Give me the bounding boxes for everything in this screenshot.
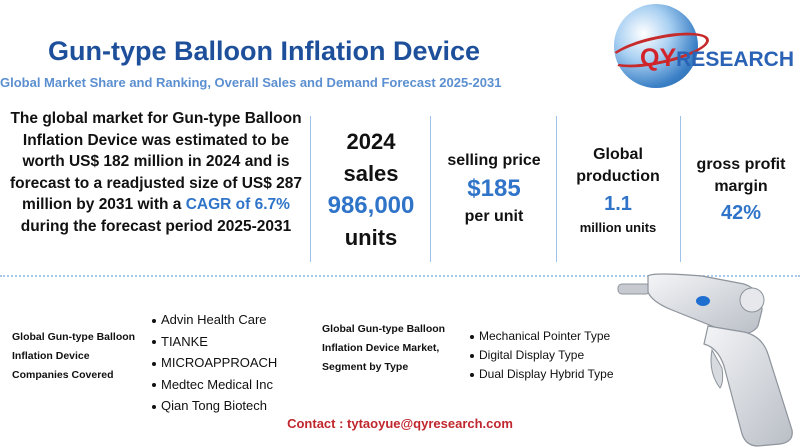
bullet-icon	[470, 353, 474, 358]
section-divider	[0, 275, 800, 277]
list-item: MICROAPPROACH	[152, 352, 277, 374]
market-summary: The global market for Gun-type Balloon I…	[6, 108, 306, 237]
stat-sales: 2024 sales 986,000 units	[314, 126, 428, 254]
segments-list: Mechanical Pointer Type Digital Display …	[470, 327, 614, 384]
stat-price: selling price $185 per unit	[434, 150, 554, 228]
price-unit: per unit	[464, 208, 524, 225]
sales-year: 2024	[346, 129, 396, 154]
divider	[680, 116, 681, 262]
production-unit: million units	[579, 220, 657, 235]
stat-production: Global production 1.1 million units	[558, 144, 678, 235]
divider	[310, 116, 311, 262]
list-item: Medtec Medical Inc	[152, 374, 277, 396]
segments-label: Global Gun-type Balloon Inflation Device…	[322, 323, 446, 373]
bullet-icon	[152, 383, 156, 388]
production-value: 1.1	[604, 193, 632, 215]
logo-wordmark: QYRESEARCH	[640, 44, 794, 72]
bullet-icon	[152, 318, 156, 323]
list-item: Mechanical Pointer Type	[470, 327, 614, 346]
summary-text: The global market for Gun-type Balloon I…	[9, 110, 303, 213]
globe-icon	[614, 4, 698, 88]
page-title: Gun-type Balloon Inflation Device	[48, 36, 481, 66]
contact-email[interactable]: Contact : tytaoyue@qyresearch.com	[287, 416, 513, 431]
companies-list: Advin Health Care TIANKE MICROAPPROACH M…	[152, 309, 277, 417]
price-label: selling price	[447, 152, 541, 169]
list-item: Advin Health Care	[152, 309, 277, 331]
margin-label-2: margin	[714, 178, 768, 195]
sales-unit: units	[344, 225, 398, 250]
sales-label: sales	[343, 161, 399, 186]
divider	[556, 116, 557, 262]
sales-value: 986,000	[327, 192, 415, 219]
stat-margin: gross profit margin 42%	[684, 154, 798, 228]
divider	[430, 116, 431, 262]
margin-value: 42%	[720, 202, 762, 224]
production-label: Global	[593, 146, 643, 163]
bullet-icon	[470, 372, 474, 377]
cagr-highlight: CAGR of 6.7%	[185, 196, 290, 213]
companies-label: Global Gun-type Balloon Inflation Device…	[12, 331, 136, 381]
bullet-icon	[470, 334, 474, 339]
list-item: TIANKE	[152, 331, 277, 353]
list-item: Qian Tong Biotech	[152, 395, 277, 417]
bullet-icon	[152, 361, 156, 366]
bullet-icon	[152, 340, 156, 345]
margin-label: gross profit	[696, 156, 786, 173]
page-subtitle: Global Market Share and Ranking, Overall…	[0, 75, 502, 90]
bullet-icon	[152, 404, 156, 409]
list-item: Digital Display Type	[470, 346, 614, 365]
price-value: $185	[467, 175, 521, 202]
production-label-2: production	[576, 168, 660, 185]
summary-text-end: during the forecast period 2025-2031	[20, 217, 292, 235]
qyresearch-logo: QYRESEARCH	[606, 2, 798, 90]
list-item: Dual Display Hybrid Type	[470, 365, 614, 384]
inflation-device-image	[617, 273, 793, 447]
